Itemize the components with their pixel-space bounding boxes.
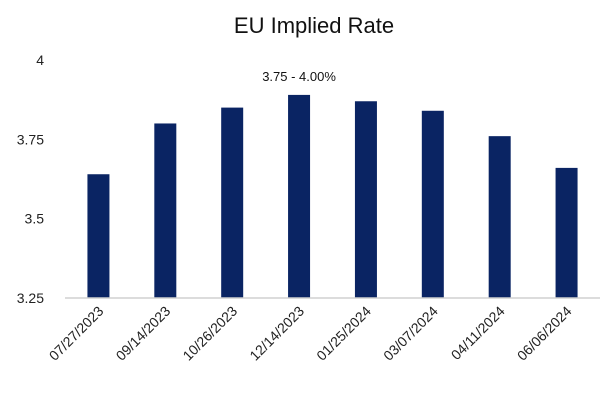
annotation-label: 3.75 - 4.00% (262, 69, 336, 84)
x-tick-label: 10/26/2023 (179, 303, 240, 364)
y-tick-label: 4 (36, 52, 44, 68)
bar (421, 110, 444, 298)
bar (221, 107, 244, 298)
x-tick-label: 12/14/2023 (246, 303, 307, 364)
y-axis: 3.25 3.5 3.75 4 (17, 52, 44, 306)
bar (288, 94, 311, 298)
x-tick-label: 06/06/2024 (514, 303, 575, 364)
y-tick-label: 3.75 (17, 131, 44, 147)
bars (87, 94, 578, 299)
y-tick-label: 3.5 (25, 211, 45, 227)
x-tick-label: 03/07/2024 (380, 303, 441, 364)
x-tick-label: 09/14/2023 (113, 303, 174, 364)
bar (154, 123, 177, 298)
chart-title: EU Implied Rate (234, 13, 394, 38)
x-tick-label: 07/27/2023 (46, 303, 107, 364)
bar (488, 136, 511, 298)
bar (87, 174, 110, 298)
y-tick-label: 3.25 (17, 290, 44, 306)
x-axis: 07/27/2023 09/14/2023 10/26/2023 12/14/2023… (46, 303, 575, 364)
bar (555, 167, 578, 298)
x-tick-label: 01/25/2024 (313, 303, 374, 364)
bar (354, 101, 377, 299)
x-tick-label: 04/11/2024 (448, 303, 508, 363)
